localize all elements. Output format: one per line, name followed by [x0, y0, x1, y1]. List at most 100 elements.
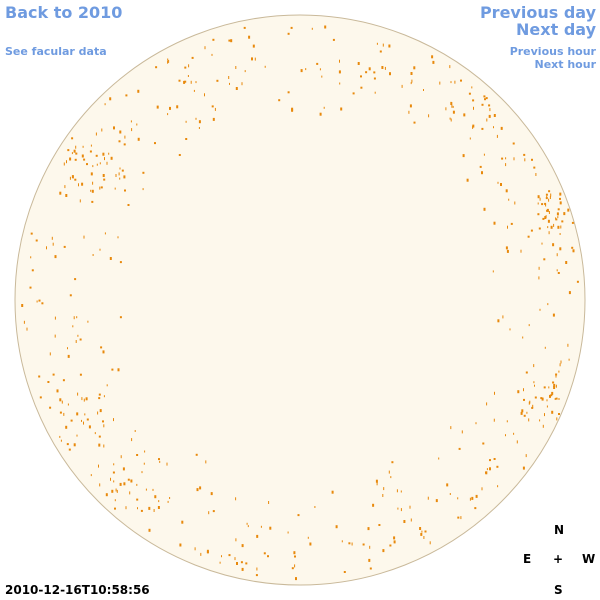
speck — [539, 308, 541, 311]
speck — [548, 386, 550, 389]
speck — [513, 432, 515, 435]
speck — [131, 128, 133, 132]
speck — [119, 177, 121, 180]
speck — [119, 482, 122, 486]
speck — [194, 547, 196, 551]
speck — [420, 532, 423, 536]
speck — [539, 419, 541, 422]
speck — [550, 225, 553, 229]
speck — [86, 418, 89, 421]
speck — [211, 53, 213, 56]
speck — [167, 58, 169, 61]
speck — [29, 286, 32, 289]
speck — [369, 567, 372, 570]
speck — [512, 142, 515, 145]
speck — [520, 411, 523, 415]
speck — [505, 189, 508, 193]
speck — [62, 379, 65, 382]
speck — [557, 208, 560, 211]
speck — [446, 483, 449, 487]
speck — [113, 418, 114, 422]
speck — [92, 254, 94, 256]
speck — [576, 280, 579, 283]
speck — [410, 72, 413, 75]
facular-link[interactable]: See facular data — [5, 45, 107, 58]
speck — [211, 105, 214, 108]
next-hour-link[interactable]: Next hour — [534, 58, 597, 71]
speck — [533, 381, 535, 384]
previous-day-link[interactable]: Previous day — [479, 3, 596, 22]
speck — [99, 186, 101, 190]
speck — [113, 480, 115, 483]
speck — [110, 477, 111, 481]
speck — [35, 239, 38, 242]
speck — [210, 492, 213, 496]
speck — [195, 81, 197, 84]
facular-specks — [21, 25, 579, 581]
speck — [181, 520, 184, 524]
speck — [155, 66, 158, 69]
speck — [558, 398, 560, 400]
speck — [457, 497, 459, 500]
speck — [493, 418, 495, 422]
speck — [429, 541, 431, 545]
speck — [169, 497, 171, 499]
speck — [63, 245, 66, 248]
speck — [319, 68, 321, 71]
speck — [49, 352, 51, 356]
speck — [514, 201, 516, 205]
speck — [561, 220, 564, 223]
speck — [118, 172, 120, 176]
speck — [125, 506, 127, 510]
speck — [67, 347, 68, 350]
speck — [69, 294, 72, 297]
back-link[interactable]: Back to 2010 — [5, 3, 123, 22]
speck — [335, 525, 338, 529]
speck — [136, 123, 138, 126]
speck — [241, 567, 244, 571]
speck — [373, 71, 376, 74]
speck — [148, 506, 151, 510]
speck — [134, 430, 136, 432]
speck — [60, 439, 62, 442]
speck — [230, 39, 233, 43]
speck — [559, 201, 562, 205]
speck — [427, 496, 429, 500]
speck — [352, 92, 355, 95]
speck — [554, 398, 556, 400]
speck — [46, 246, 47, 250]
speck — [493, 221, 496, 225]
speck — [338, 70, 341, 74]
speck — [100, 186, 103, 189]
previous-hour-link[interactable]: Previous hour — [509, 45, 596, 58]
speck — [307, 536, 309, 539]
speck — [462, 154, 465, 158]
speck — [497, 319, 500, 323]
speck — [240, 561, 243, 564]
speck — [489, 467, 491, 471]
speck — [351, 542, 353, 546]
speck — [269, 526, 272, 530]
speck — [563, 212, 566, 216]
speck — [103, 395, 105, 398]
speck — [314, 506, 316, 508]
speck — [26, 327, 28, 331]
speck — [483, 207, 486, 211]
speck — [516, 440, 518, 444]
speck — [537, 202, 539, 205]
speck — [309, 542, 312, 546]
speck — [548, 211, 550, 214]
speck — [102, 174, 105, 177]
speck — [102, 350, 105, 354]
speck — [179, 543, 182, 547]
speck — [87, 320, 89, 323]
speck — [501, 157, 504, 160]
speck — [119, 130, 122, 134]
speck — [82, 145, 84, 148]
speck — [472, 124, 475, 128]
speck — [527, 235, 530, 238]
speck — [534, 396, 537, 399]
speck — [397, 507, 399, 510]
speck — [505, 434, 506, 437]
next-day-link[interactable]: Next day — [516, 20, 596, 39]
